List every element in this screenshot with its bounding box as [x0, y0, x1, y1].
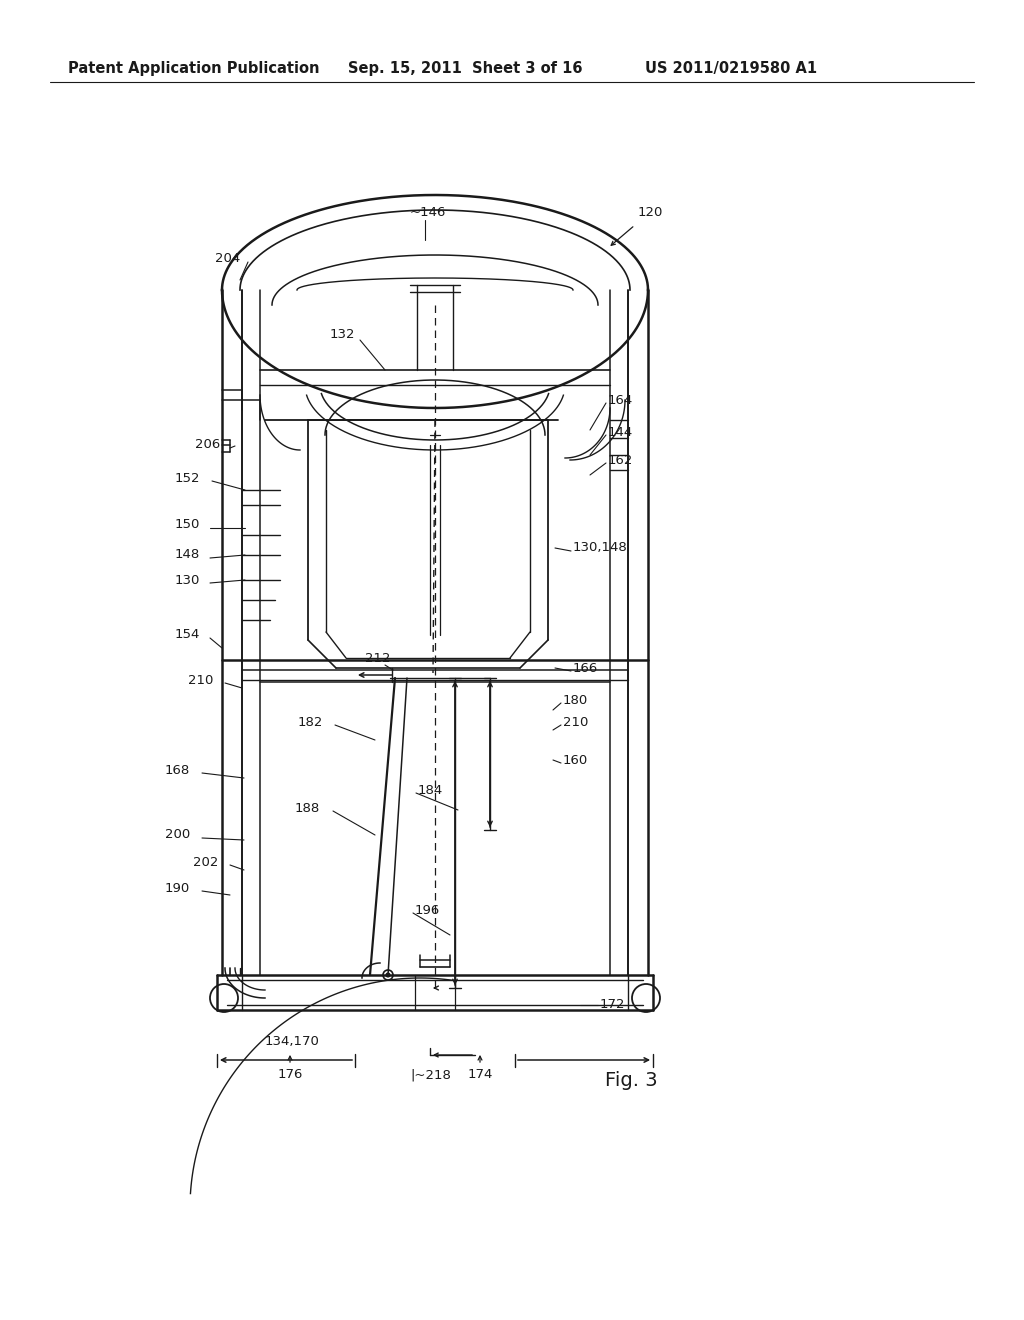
- Text: 154: 154: [175, 628, 201, 642]
- Text: 120: 120: [638, 206, 664, 219]
- Text: 134,170: 134,170: [264, 1035, 319, 1048]
- Text: 166: 166: [573, 661, 598, 675]
- Text: 144: 144: [608, 425, 633, 438]
- Text: 164: 164: [608, 393, 633, 407]
- Text: 150: 150: [175, 519, 201, 532]
- Text: 180: 180: [563, 693, 588, 706]
- Text: Patent Application Publication: Patent Application Publication: [68, 61, 319, 75]
- Text: 210: 210: [563, 715, 589, 729]
- Text: 204: 204: [215, 252, 241, 264]
- Text: 190: 190: [165, 882, 190, 895]
- Text: |~218: |~218: [410, 1068, 451, 1081]
- Text: 196: 196: [415, 903, 440, 916]
- Text: Fig. 3: Fig. 3: [605, 1071, 657, 1089]
- Text: 130: 130: [175, 573, 201, 586]
- Text: 130,148: 130,148: [573, 541, 628, 554]
- Text: 188: 188: [295, 801, 321, 814]
- Text: 168: 168: [165, 763, 190, 776]
- Text: 172: 172: [600, 998, 626, 1011]
- Text: 212: 212: [365, 652, 390, 664]
- Text: 202: 202: [193, 855, 218, 869]
- Text: 200: 200: [165, 829, 190, 842]
- Text: 176: 176: [278, 1068, 303, 1081]
- Text: 132: 132: [330, 329, 355, 342]
- Text: 182: 182: [298, 715, 324, 729]
- Text: 184: 184: [418, 784, 443, 796]
- Text: 148: 148: [175, 549, 201, 561]
- Text: 160: 160: [563, 754, 588, 767]
- Text: 152: 152: [175, 471, 201, 484]
- Text: 174: 174: [467, 1068, 493, 1081]
- Text: 162: 162: [608, 454, 634, 466]
- Circle shape: [386, 973, 390, 977]
- Text: US 2011/0219580 A1: US 2011/0219580 A1: [645, 61, 817, 75]
- Circle shape: [383, 970, 393, 979]
- Text: ~146: ~146: [410, 206, 446, 219]
- Text: Sep. 15, 2011  Sheet 3 of 16: Sep. 15, 2011 Sheet 3 of 16: [348, 61, 583, 75]
- Text: 210: 210: [188, 673, 213, 686]
- Text: 206: 206: [195, 438, 220, 451]
